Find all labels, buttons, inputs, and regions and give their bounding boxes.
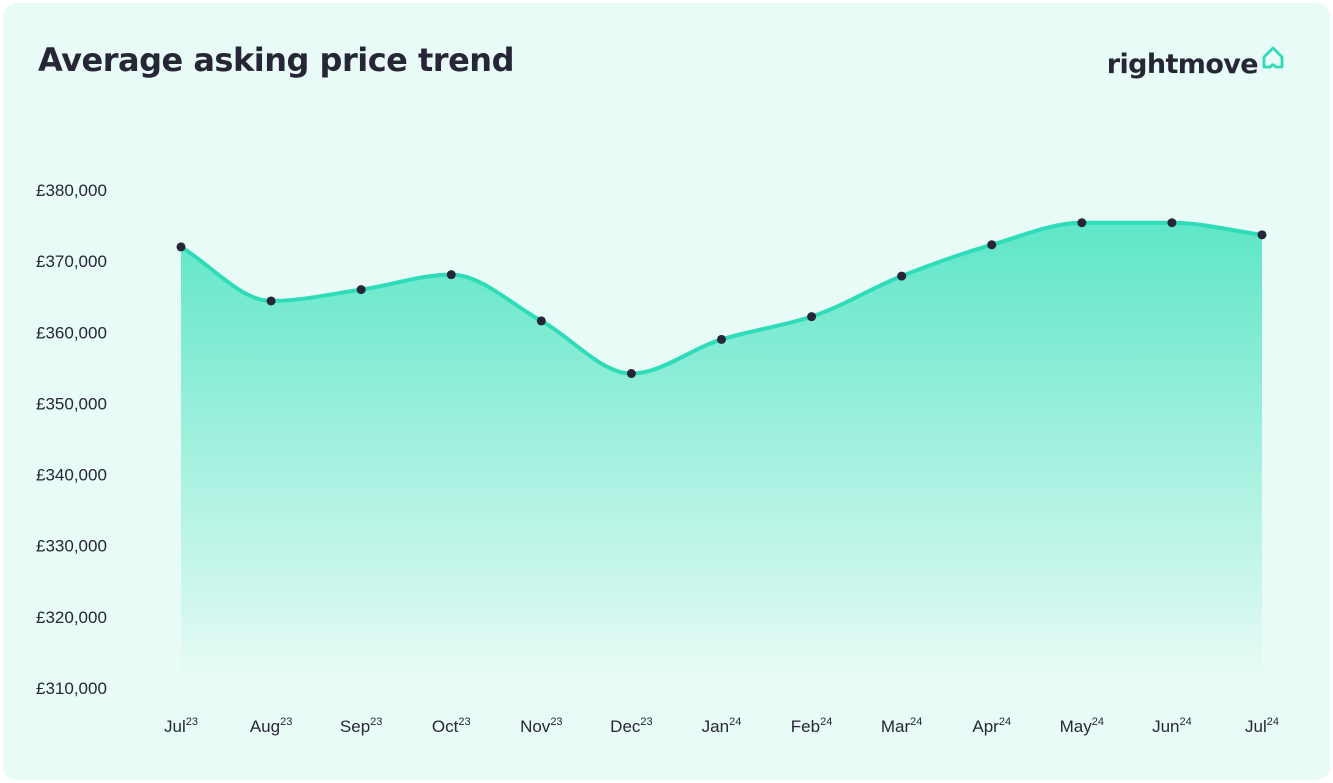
data-point	[1257, 230, 1267, 240]
x-tick-label: May24	[1060, 716, 1104, 736]
x-tick-year: 24	[820, 716, 832, 728]
y-tick-label: £330,000	[36, 537, 107, 556]
x-tick-year: 24	[1267, 716, 1279, 728]
x-tick-label: Apr24	[972, 716, 1011, 736]
y-tick-label: £350,000	[36, 394, 107, 413]
x-tick-label: Sep23	[340, 716, 383, 736]
y-tick-label: £380,000	[36, 181, 107, 200]
data-point	[897, 271, 907, 281]
x-tick-month: Oct	[432, 717, 459, 736]
x-tick-label: Nov23	[520, 716, 562, 736]
x-tick-month: Sep	[340, 717, 370, 736]
x-tick-label: Jul24	[1245, 716, 1279, 736]
y-tick-label: £310,000	[36, 679, 107, 698]
area-fill	[181, 222, 1262, 680]
x-tick-label: Oct23	[432, 716, 471, 736]
y-tick-label: £340,000	[36, 466, 107, 485]
x-axis: Jul23 Aug23 Sep23 Oct23 Nov23 Dec23 Jan24 Feb24…	[164, 716, 1279, 736]
data-point	[1167, 218, 1177, 228]
x-tick-label: Jul23	[164, 716, 198, 736]
y-axis: £380,000 £370,000 £360,000 £350,000 £340,000…	[36, 181, 107, 698]
y-tick-label: £320,000	[36, 608, 107, 627]
x-tick-year: 23	[280, 716, 292, 728]
x-tick-label: Feb24	[791, 716, 833, 736]
x-tick-year: 24	[1180, 716, 1192, 728]
x-tick-month: Jul	[164, 717, 186, 736]
y-tick-label: £370,000	[36, 252, 107, 271]
x-tick-year: 23	[550, 716, 562, 728]
data-point	[626, 369, 636, 379]
x-tick-label: Mar24	[881, 716, 923, 736]
data-point	[356, 285, 366, 295]
brand-logo[interactable]: rightmove	[1107, 45, 1286, 85]
x-tick-month: Jun	[1152, 717, 1179, 736]
x-tick-year: 24	[999, 716, 1011, 728]
x-tick-month: May	[1060, 717, 1093, 736]
house-outline-icon	[1260, 45, 1286, 78]
x-tick-month: Apr	[972, 717, 999, 736]
data-point	[266, 296, 276, 306]
data-point	[536, 316, 546, 326]
x-tick-year: 23	[640, 716, 652, 728]
data-point	[446, 270, 456, 280]
x-tick-month: Aug	[250, 717, 280, 736]
x-tick-label: Aug23	[250, 716, 293, 736]
y-tick-label: £360,000	[36, 323, 107, 342]
data-points	[176, 218, 1267, 379]
data-point	[807, 312, 817, 322]
x-tick-label: Jan24	[702, 716, 742, 736]
x-tick-month: Feb	[791, 717, 820, 736]
x-tick-month: Jan	[702, 717, 729, 736]
data-point	[176, 242, 186, 252]
x-tick-year: 23	[370, 716, 382, 728]
data-point	[1077, 218, 1087, 228]
x-tick-label: Jun24	[1152, 716, 1192, 736]
x-tick-year: 24	[1092, 716, 1104, 728]
x-tick-label: Dec23	[610, 716, 652, 736]
x-tick-year: 24	[910, 716, 922, 728]
page-title: Average asking price trend	[38, 41, 514, 79]
brand-name: rightmove	[1106, 49, 1259, 80]
data-point	[717, 334, 726, 344]
x-tick-year: 23	[186, 716, 198, 728]
x-tick-month: Mar	[881, 717, 911, 736]
x-tick-month: Jul	[1245, 717, 1267, 736]
x-tick-year: 23	[458, 716, 470, 728]
x-tick-month: Nov	[520, 717, 551, 736]
x-tick-month: Dec	[610, 717, 641, 736]
x-tick-year: 24	[729, 716, 741, 728]
data-point	[987, 240, 997, 250]
